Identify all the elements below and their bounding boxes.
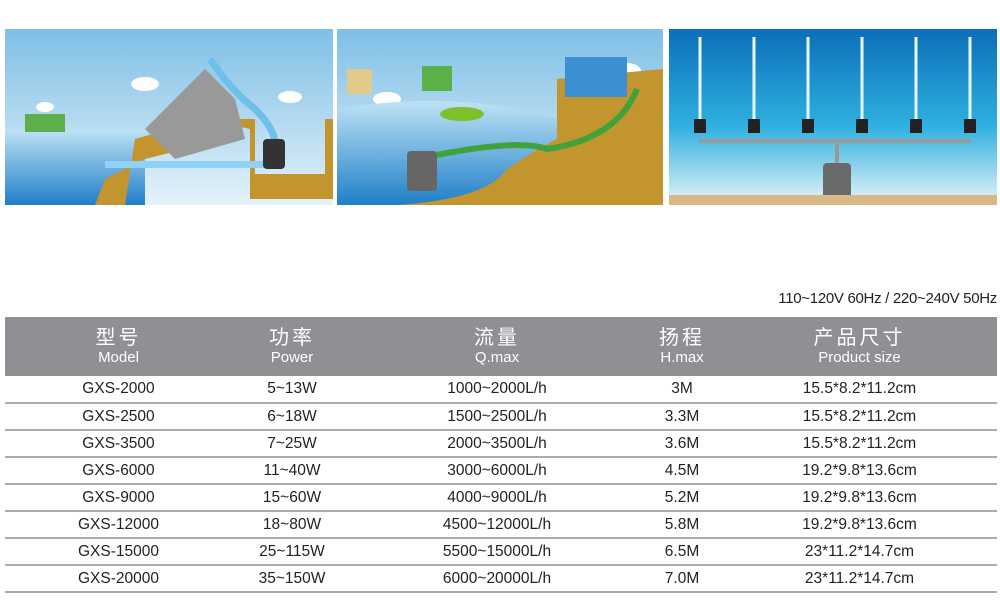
cell-power: 5~13W [232, 376, 352, 404]
table-row: GXS-9000 15~60W 4000~9000L/h 5.2M 19.2*9.8*1… [5, 484, 997, 512]
header-en: Power [270, 348, 314, 366]
header-en: Product size [818, 348, 901, 366]
header-cn: 功率 [269, 326, 315, 349]
cell-model: GXS-20000 [5, 565, 232, 593]
table-row: GXS-6000 11~40W 3000~6000L/h 4.5M 19.2*9.8*1… [5, 457, 997, 485]
table-header-row: 型号 Model 功率 Power 流量 Q.max 扬程 H.max 产品尺寸 Prod… [5, 317, 997, 376]
cell-hmax: 7.0M [642, 565, 722, 593]
cell-size: 15.5*8.2*11.2cm [722, 403, 997, 431]
fountain-illustration [669, 29, 997, 205]
waterfall-illustration [5, 29, 333, 205]
pond-filter-illustration [337, 29, 663, 205]
cell-model: GXS-3500 [5, 430, 232, 458]
cell-hmax: 4.5M [642, 457, 722, 485]
cell-model: GXS-2500 [5, 403, 232, 431]
header-hmax: 扬程 H.max [642, 317, 722, 376]
cell-model: GXS-9000 [5, 484, 232, 512]
cell-hmax: 5.8M [642, 511, 722, 539]
spec-table: 型号 Model 功率 Power 流量 Q.max 扬程 H.max 产品尺寸 Prod… [5, 317, 997, 593]
header-model: 型号 Model [5, 317, 232, 376]
cell-power: 11~40W [232, 457, 352, 485]
header-cn: 流量 [474, 326, 520, 349]
cell-qmax: 1000~2000L/h [352, 376, 642, 404]
header-power: 功率 Power [232, 317, 352, 376]
header-qmax: 流量 Q.max [352, 317, 642, 376]
header-en: Q.max [474, 348, 520, 366]
header-en: H.max [660, 348, 704, 366]
cell-hmax: 3.3M [642, 403, 722, 431]
header-size: 产品尺寸 Product size [722, 317, 997, 376]
cell-power: 7~25W [232, 430, 352, 458]
cell-hmax: 3M [642, 376, 722, 404]
cell-qmax: 6000~20000L/h [352, 565, 642, 593]
cell-power: 15~60W [232, 484, 352, 512]
cell-size: 23*11.2*14.7cm [722, 565, 997, 593]
cell-hmax: 6.5M [642, 538, 722, 566]
cell-power: 25~115W [232, 538, 352, 566]
cell-qmax: 5500~15000L/h [352, 538, 642, 566]
cell-model: GXS-15000 [5, 538, 232, 566]
table-row: GXS-15000 25~115W 5500~15000L/h 6.5M 23*11.2… [5, 538, 997, 566]
cell-power: 35~150W [232, 565, 352, 593]
table-row: GXS-3500 7~25W 2000~3500L/h 3.6M 15.5*8.2*11… [5, 430, 997, 458]
table-row: GXS-2500 6~18W 1500~2500L/h 3.3M 15.5*8.2*11… [5, 403, 997, 431]
cell-size: 19.2*9.8*13.6cm [722, 457, 997, 485]
cell-power: 6~18W [232, 403, 352, 431]
cell-qmax: 4500~12000L/h [352, 511, 642, 539]
header-cn: 产品尺寸 [813, 326, 906, 349]
cell-size: 23*11.2*14.7cm [722, 538, 997, 566]
table-row: GXS-20000 35~150W 6000~20000L/h 7.0M 23*11.2… [5, 565, 997, 593]
cell-size: 15.5*8.2*11.2cm [722, 376, 997, 404]
cell-qmax: 1500~2500L/h [352, 403, 642, 431]
cell-model: GXS-6000 [5, 457, 232, 485]
cell-power: 18~80W [232, 511, 352, 539]
cell-qmax: 2000~3500L/h [352, 430, 642, 458]
header-en: Model [98, 348, 139, 366]
cell-size: 19.2*9.8*13.6cm [722, 511, 997, 539]
table-row: GXS-2000 5~13W 1000~2000L/h 3M 15.5*8.2*11.2… [5, 376, 997, 404]
cell-size: 19.2*9.8*13.6cm [722, 484, 997, 512]
cell-qmax: 4000~9000L/h [352, 484, 642, 512]
cell-model: GXS-12000 [5, 511, 232, 539]
cell-hmax: 3.6M [642, 430, 722, 458]
cell-size: 15.5*8.2*11.2cm [722, 430, 997, 458]
voltage-spec: 110~120V 60Hz / 220~240V 50Hz [778, 290, 997, 307]
cell-qmax: 3000~6000L/h [352, 457, 642, 485]
table-row: GXS-12000 18~80W 4500~12000L/h 5.8M 19.2*9.8… [5, 511, 997, 539]
cell-hmax: 5.2M [642, 484, 722, 512]
header-cn: 扬程 [659, 326, 705, 349]
header-cn: 型号 [95, 326, 142, 349]
cell-model: GXS-2000 [5, 376, 232, 404]
